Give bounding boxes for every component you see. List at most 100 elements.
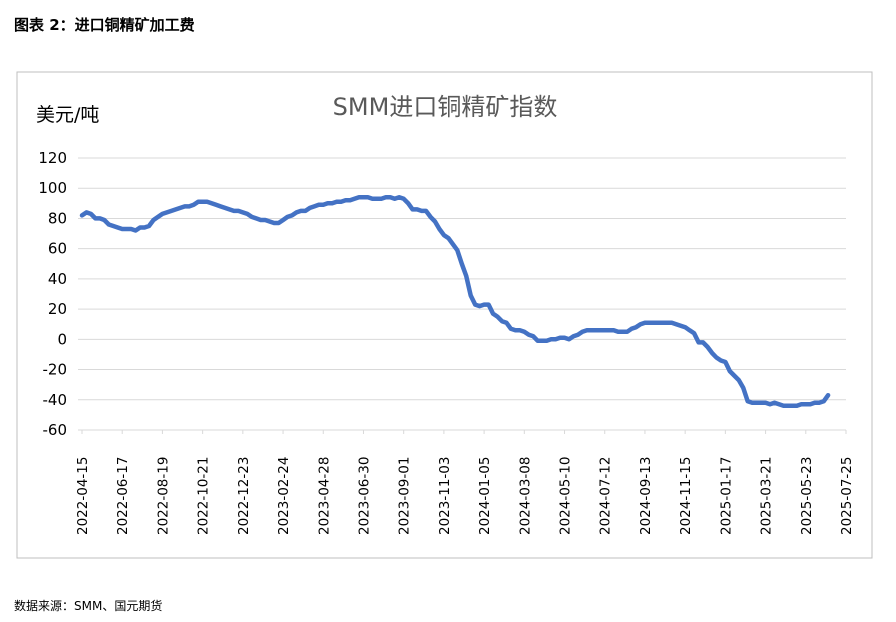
data-point — [380, 198, 382, 200]
data-point — [291, 214, 293, 216]
data-point — [251, 216, 253, 218]
data-point — [800, 403, 802, 405]
x-tick-label: 2022-08-19 — [155, 457, 171, 535]
y-tick-label: -40 — [43, 391, 68, 409]
data-point — [492, 313, 494, 315]
gridlines — [78, 157, 846, 431]
data-point — [738, 379, 740, 381]
x-tick-label: 2023-11-03 — [437, 457, 453, 535]
y-tick-label: 40 — [48, 270, 67, 288]
data-point — [353, 198, 356, 200]
y-tick-label: 80 — [48, 209, 67, 227]
data-point — [760, 402, 762, 404]
data-point — [720, 359, 722, 362]
data-point — [282, 219, 284, 221]
data-point — [327, 202, 329, 204]
chart-frame — [16, 71, 873, 559]
data-point — [563, 337, 566, 339]
data-point — [434, 220, 436, 223]
data-point — [389, 196, 391, 198]
data-point — [126, 228, 128, 230]
y-tick-label: -60 — [43, 421, 68, 439]
data-point — [322, 204, 324, 206]
data-point — [121, 228, 123, 230]
data-point — [595, 329, 597, 331]
x-tick-label: 2024-03-08 — [517, 457, 533, 535]
data-point — [273, 222, 275, 224]
data-point — [394, 198, 396, 200]
data-point — [447, 237, 449, 239]
data-point — [197, 201, 199, 203]
data-point — [546, 340, 548, 342]
data-point — [219, 205, 222, 207]
data-point — [371, 198, 373, 200]
x-tick-label: 2024-05-10 — [558, 457, 574, 535]
data-point — [586, 329, 588, 331]
data-point — [340, 201, 342, 203]
x-tick-label: 2024-11-15 — [678, 457, 694, 535]
data-point — [523, 331, 525, 333]
y-axis-unit: 美元/吨 — [36, 104, 99, 126]
data-point — [295, 211, 298, 213]
data-point — [103, 219, 105, 221]
y-tick-label: 60 — [48, 240, 67, 258]
data-point — [488, 304, 490, 306]
data-point — [304, 210, 306, 212]
data-point — [715, 356, 718, 359]
data-point — [224, 207, 226, 209]
data-point — [470, 294, 472, 297]
data-point — [242, 211, 244, 213]
data-point — [666, 322, 668, 324]
data-point — [309, 207, 311, 209]
data-point — [233, 210, 235, 212]
data-point — [479, 305, 481, 307]
data-point — [613, 329, 615, 331]
data-point — [796, 405, 798, 407]
data-point — [206, 201, 208, 203]
data-point — [698, 341, 700, 343]
data-point — [501, 320, 503, 322]
data-point — [706, 346, 709, 348]
x-tick-label: 2024-07-12 — [598, 457, 614, 535]
data-point — [425, 210, 427, 212]
y-axis-ticks: 120 100 80 60 40 20 0 -20 -40 -60 — [38, 149, 67, 439]
data-point — [626, 331, 628, 333]
data-point — [559, 337, 561, 339]
x-tick-label: 2025-01-17 — [718, 457, 734, 535]
x-axis-ticks: 2022-04-15 2022-06-17 2022-08-19 2022-10-21… — [75, 430, 855, 535]
data-point — [443, 234, 445, 236]
data-point — [550, 338, 552, 340]
x-tick-label: 2024-01-05 — [477, 457, 493, 535]
data-point — [215, 204, 217, 206]
data-point — [179, 207, 181, 209]
series-line — [79, 195, 831, 409]
data-point — [202, 201, 204, 203]
data-point — [519, 329, 521, 331]
data-point — [112, 225, 114, 227]
data-point — [639, 323, 642, 325]
data-point — [170, 210, 172, 212]
x-tick-label: 2025-03-21 — [759, 457, 775, 535]
data-point — [117, 226, 119, 229]
data-point — [742, 387, 744, 389]
data-point — [693, 332, 695, 334]
data-point — [318, 204, 320, 206]
data-point — [403, 198, 405, 200]
data-point — [671, 322, 673, 324]
data-point — [827, 394, 829, 396]
data-point — [407, 202, 409, 204]
data-point — [809, 403, 811, 405]
data-point — [188, 205, 190, 207]
data-point — [286, 216, 289, 218]
data-point — [143, 226, 146, 229]
data-point — [300, 210, 302, 212]
data-point — [429, 216, 432, 218]
data-point — [778, 403, 780, 405]
data-point — [590, 329, 592, 331]
data-point — [555, 338, 557, 340]
x-tick-label: 2022-04-15 — [75, 457, 91, 535]
y-tick-label: -20 — [43, 361, 68, 379]
data-point — [398, 196, 400, 198]
data-point — [568, 338, 570, 340]
